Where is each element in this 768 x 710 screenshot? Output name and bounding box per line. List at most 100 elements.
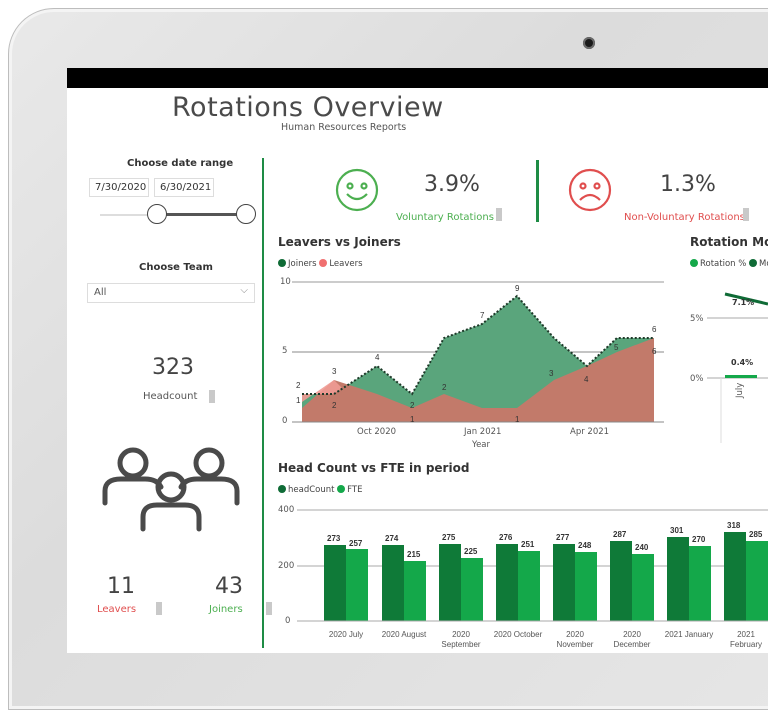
chevron-down-icon: ⌵ [240, 285, 248, 296]
svg-text:2020: 2020 [452, 630, 470, 639]
screen-bezel [67, 68, 768, 88]
x-tick: Jan 2021 [464, 427, 502, 437]
svg-text:276: 276 [499, 533, 513, 542]
slider-handle-start[interactable] [147, 204, 167, 224]
svg-text:7: 7 [480, 311, 485, 320]
kpi-divider [536, 160, 539, 222]
svg-text:240: 240 [635, 543, 649, 552]
leavers-value: 11 [107, 574, 135, 599]
svg-text:248: 248 [578, 541, 592, 550]
svg-text:2020: 2020 [566, 630, 584, 639]
x-axis-label: Year [472, 440, 490, 450]
svg-text:274: 274 [385, 534, 399, 543]
y-tick: 5 [282, 346, 288, 356]
svg-text:6: 6 [652, 325, 657, 334]
legend-dot-icon [319, 259, 328, 267]
svg-text:318: 318 [727, 521, 741, 530]
slider-handle-end[interactable] [236, 204, 256, 224]
x-tick: July [735, 382, 745, 398]
legend-moving[interactable]: Mo [759, 259, 768, 269]
svg-text:5: 5 [614, 343, 619, 352]
legend-joiners[interactable]: Joiners [288, 259, 317, 269]
svg-text:1: 1 [515, 415, 520, 424]
svg-text:September: September [441, 640, 480, 649]
svg-text:275: 275 [442, 533, 456, 542]
divider [262, 158, 264, 648]
nonvoluntary-rotations-label: Non-Voluntary Rotations [624, 212, 745, 223]
leavers-label: Leavers [97, 604, 137, 615]
legend-dot-icon [749, 259, 758, 267]
legend-leavers[interactable]: Leavers [329, 259, 363, 269]
y-tick: 0 [285, 616, 291, 626]
slider-range [157, 213, 247, 216]
svg-text:270: 270 [692, 535, 706, 544]
team-dropdown[interactable]: All ⌵ [87, 283, 255, 303]
legend-dot-icon [690, 259, 698, 267]
info-tab[interactable] [156, 602, 162, 615]
team-label: Choose Team [139, 262, 213, 273]
legend-dot-icon [337, 485, 346, 493]
dashboard-screen: Rotations Overview Human Resources Repor… [67, 88, 768, 653]
y-tick: 5% [690, 314, 704, 324]
rotation-moving-title: Rotation Movi [690, 235, 768, 249]
svg-text:1: 1 [410, 415, 415, 424]
svg-text:285: 285 [749, 530, 763, 539]
camera-icon [583, 37, 595, 49]
info-tab[interactable] [743, 208, 749, 221]
x-tick: Apr 2021 [570, 427, 610, 437]
headcount-fte-bar-chart[interactable]: 273 257 274 215 275 225 276 251 277 248 287 24… [297, 500, 768, 653]
rotation-moving-chart[interactable] [707, 278, 768, 448]
svg-text:2020 August: 2020 August [382, 630, 427, 639]
start-date-input[interactable]: 7/30/2020 [89, 178, 149, 197]
data-label: 0.4% [731, 358, 754, 367]
leavers-joiners-legend: Joiners Leavers [278, 259, 363, 269]
info-tab[interactable] [266, 602, 272, 615]
legend-dot-icon [278, 259, 286, 267]
voluntary-rotations-label: Voluntary Rotations [396, 212, 494, 223]
headcount-fte-title: Head Count vs FTE in period [278, 461, 470, 475]
svg-text:2020 July: 2020 July [329, 630, 363, 639]
legend-fte[interactable]: FTE [347, 485, 363, 495]
svg-text:December: December [614, 640, 651, 649]
svg-text:2021 January: 2021 January [665, 630, 713, 639]
svg-text:2: 2 [410, 401, 415, 410]
legend-headcount[interactable]: headCount [288, 485, 335, 495]
svg-text:3: 3 [332, 367, 337, 376]
page-subtitle: Human Resources Reports [281, 122, 407, 133]
info-tab[interactable] [209, 390, 215, 403]
smiley-sad-icon [568, 168, 612, 216]
svg-text:301: 301 [670, 526, 684, 535]
svg-text:3: 3 [549, 369, 554, 378]
leavers-joiners-area-chart[interactable]: 2 1 3 2 4 2 1 2 7 9 1 3 4 5 6 6 [292, 274, 667, 429]
svg-text:2021: 2021 [737, 630, 755, 639]
date-range-label: Choose date range [127, 158, 234, 169]
headcount-value: 323 [152, 355, 194, 380]
y-tick: 400 [278, 505, 295, 515]
svg-text:February: February [730, 640, 762, 649]
x-tick: Oct 2020 [357, 427, 397, 437]
info-tab[interactable] [496, 208, 502, 221]
svg-text:273: 273 [327, 534, 341, 543]
end-date-input[interactable]: 6/30/2021 [154, 178, 214, 197]
svg-text:277: 277 [556, 533, 570, 542]
svg-text:2: 2 [442, 383, 447, 392]
leavers-joiners-title: Leavers vs Joiners [278, 235, 401, 249]
joiners-value: 43 [215, 574, 243, 599]
slider-track [100, 214, 160, 216]
page-title: Rotations Overview [172, 92, 444, 123]
joiners-label: Joiners [209, 604, 243, 615]
svg-text:November: November [557, 640, 594, 649]
legend-dot-icon [278, 485, 286, 493]
svg-text:2: 2 [332, 401, 337, 410]
legend-rotation-pct[interactable]: Rotation % [700, 259, 747, 269]
svg-text:1: 1 [296, 396, 301, 405]
svg-text:225: 225 [464, 547, 478, 556]
nonvoluntary-rotations-value: 1.3% [660, 172, 716, 197]
svg-text:215: 215 [407, 550, 421, 559]
y-tick: 200 [278, 561, 295, 571]
svg-text:287: 287 [613, 530, 627, 539]
smiley-happy-icon [335, 168, 379, 216]
svg-text:257: 257 [349, 539, 363, 548]
svg-text:2: 2 [296, 381, 301, 390]
headcount-fte-legend: headCount FTE [278, 485, 362, 495]
